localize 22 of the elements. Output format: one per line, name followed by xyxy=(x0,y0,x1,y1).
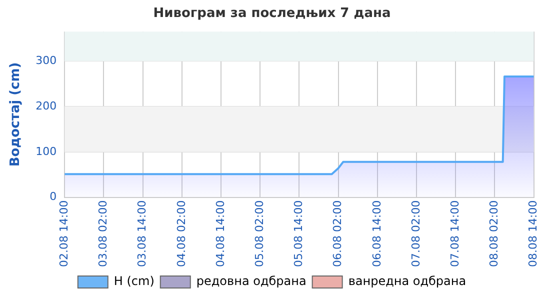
x-tick-label: 07.08 14:00 xyxy=(448,200,462,267)
x-tick-label: 05.08 14:00 xyxy=(292,200,306,267)
x-tick-label: 08.08 14:00 xyxy=(526,200,540,267)
x-tick-label: 03.08 14:00 xyxy=(136,200,149,267)
chart-title: Нивограм за последњих 7 дана xyxy=(153,6,391,22)
x-tick-label: 06.08 02:00 xyxy=(331,200,344,267)
x-tick-label: 07.08 02:00 xyxy=(409,200,422,267)
legend-label: ванредна одбрана xyxy=(348,274,466,288)
x-tick-label: 04.08 14:00 xyxy=(214,200,227,267)
x-tick-label: 06.08 14:00 xyxy=(370,200,384,267)
x-tick-label: 05.08 02:00 xyxy=(252,200,266,267)
legend-label: H (cm) xyxy=(114,274,154,288)
y-tick-label: 300 xyxy=(36,54,57,67)
x-tick-label: 03.08 02:00 xyxy=(96,200,110,267)
legend-label: редовна одбрана xyxy=(196,274,306,288)
y-axis-title: Водостај (cm) xyxy=(8,62,24,167)
x-tick-label: 02.08 14:00 xyxy=(57,200,70,267)
x-tick-label: 04.08 02:00 xyxy=(174,200,188,267)
y-tick-label: 0 xyxy=(50,190,57,204)
y-tick-label: 100 xyxy=(36,144,57,158)
y-tick-label: 200 xyxy=(36,99,57,112)
x-tick-label: 08.08 02:00 xyxy=(488,200,501,267)
